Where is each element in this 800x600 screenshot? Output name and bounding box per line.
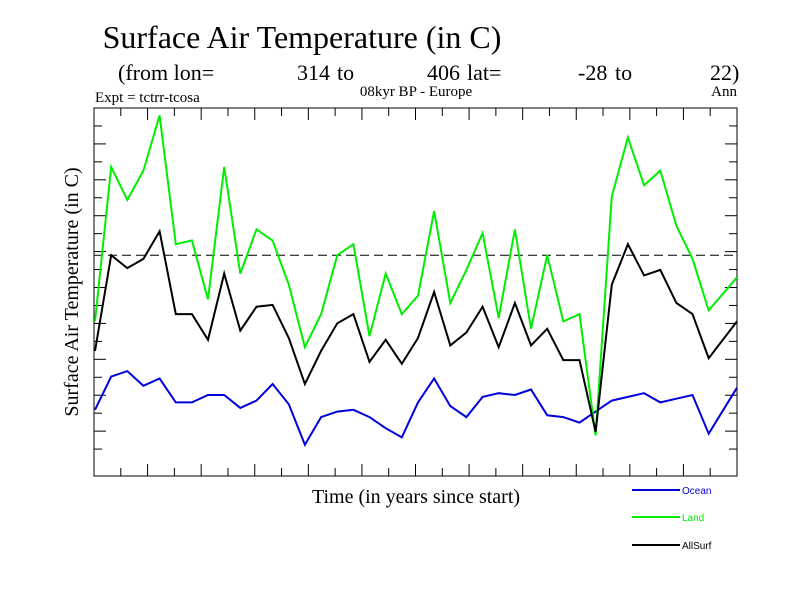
subtitle-lat-label: lat= <box>467 60 501 85</box>
subtitle-prefix: (from lon= <box>118 60 214 85</box>
series-group <box>94 115 738 447</box>
chart-title: Surface Air Temperature (in C) <box>103 19 502 55</box>
legend-label-ocean: Ocean <box>682 486 711 497</box>
subtitle-lon-to: 406 <box>427 60 460 85</box>
subtitle-lat-to: 22) <box>710 60 739 85</box>
subtitle-lat-from: -28 <box>578 60 607 85</box>
legend-label-allsurf: AllSurf <box>682 541 712 552</box>
x-axis-label: Time (in years since start) <box>312 486 520 508</box>
legend: Ocean Land AllSurf <box>632 486 712 552</box>
series-line-allsurf <box>94 228 738 433</box>
subtitle-lon-from: 314 <box>297 60 330 85</box>
plot-frame <box>93 107 738 477</box>
subtitle-to-1: to <box>337 60 354 85</box>
y-axis-label: Surface Air Temperature (in C) <box>61 167 83 416</box>
period-label: 08kyr BP - Europe <box>360 84 473 100</box>
series-line-land <box>94 115 738 436</box>
series-line-ocean <box>94 369 738 447</box>
subtitle-to-2: to <box>615 60 632 85</box>
legend-label-land: Land <box>682 513 704 524</box>
axis-ticks <box>94 108 737 476</box>
expt-label: Expt = tctrr-tcosa <box>95 90 200 106</box>
season-label: Ann <box>711 84 737 100</box>
